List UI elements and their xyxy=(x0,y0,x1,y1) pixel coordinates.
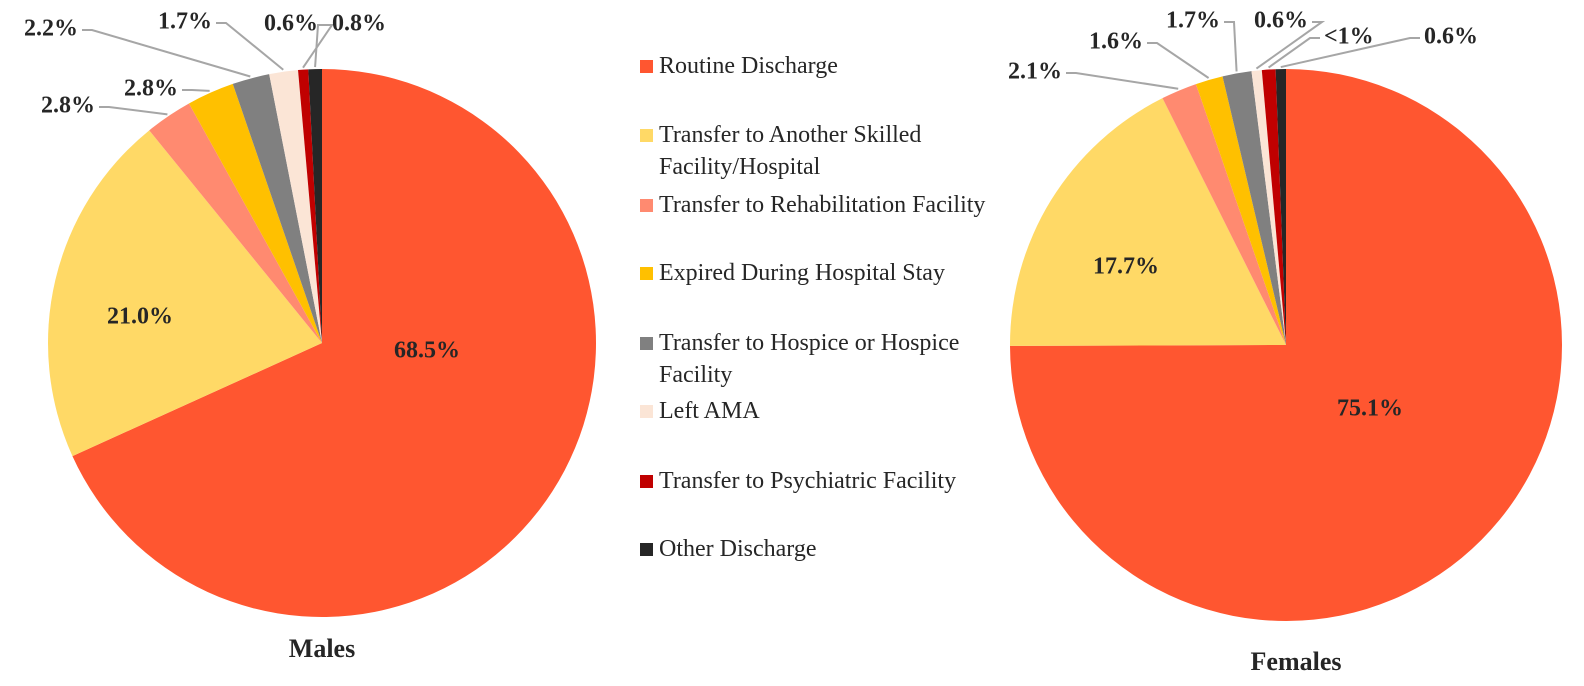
legend-label: Transfer to Another Skilled Facility/Hos… xyxy=(659,122,922,180)
legend-item: Transfer to Hospice or Hospice Facility xyxy=(640,327,1020,391)
chart-title: Females xyxy=(1251,647,1342,676)
legend-swatch xyxy=(640,543,653,556)
leader-line xyxy=(314,24,328,68)
leader-line xyxy=(182,89,210,92)
legend-label: Transfer to Psychiatric Facility xyxy=(659,468,957,494)
legend-label: Expired During Hospital Stay xyxy=(659,260,945,286)
data-label: 0.8% xyxy=(332,11,386,37)
leader-line xyxy=(1147,42,1210,79)
legend-item: Expired During Hospital Stay xyxy=(640,257,1020,289)
leader-line xyxy=(216,22,284,71)
legend-swatch xyxy=(640,199,653,212)
leader-line xyxy=(82,29,251,78)
legend-swatch xyxy=(640,129,653,142)
pie-slice xyxy=(72,69,597,618)
pie-slice xyxy=(149,103,322,344)
data-label: 1.7% xyxy=(158,9,212,35)
pie-slice xyxy=(298,69,322,343)
pie-slice xyxy=(47,130,322,457)
data-label: 0.6% xyxy=(1254,8,1308,34)
legend-label: Other Discharge xyxy=(659,536,817,562)
data-label: 68.5% xyxy=(394,338,460,364)
pie-slice xyxy=(269,70,322,344)
data-label: 17.7% xyxy=(1093,254,1159,280)
data-label: 2.8% xyxy=(124,76,178,102)
legend-item: Left AMA xyxy=(640,395,1020,427)
data-label: 75.1% xyxy=(1337,396,1403,422)
chart-title: Males xyxy=(289,634,355,663)
pie-slice xyxy=(1010,69,1562,621)
legend-label: Transfer to Rehabilitation Facility xyxy=(659,192,986,218)
legend-label: Routine Discharge xyxy=(659,53,838,79)
pie-slice xyxy=(1162,84,1286,346)
data-label: 0.6% xyxy=(1424,24,1478,50)
legend-item: Transfer to Psychiatric Facility xyxy=(640,465,1020,497)
pie-slice xyxy=(1251,70,1286,346)
data-label: 21.0% xyxy=(107,304,173,330)
pie-slice xyxy=(308,69,322,343)
data-label: 2.8% xyxy=(41,93,95,119)
legend-label: Left AMA xyxy=(659,398,760,424)
data-label: 2.2% xyxy=(24,16,78,42)
legend-item: Transfer to Rehabilitation Facility xyxy=(640,189,1020,221)
legend-item: Routine Discharge xyxy=(640,50,1020,82)
legend-swatch xyxy=(640,267,653,280)
pie-slice xyxy=(1195,76,1286,346)
pie-slice xyxy=(1261,69,1286,346)
leader-line xyxy=(1066,72,1179,90)
data-label: <1% xyxy=(1324,24,1374,50)
pie-slice xyxy=(1010,98,1286,346)
legend-swatch xyxy=(640,60,653,73)
data-label: 0.6% xyxy=(264,11,318,37)
legend-label: Transfer to Hospice or Hospice Facility xyxy=(659,330,960,388)
pie-slice xyxy=(232,74,322,343)
pie-slice xyxy=(188,83,322,343)
leader-line xyxy=(1280,37,1420,69)
data-label: 1.6% xyxy=(1089,29,1143,55)
legend-item: Other Discharge xyxy=(640,533,1020,565)
legend-item: Transfer to Another Skilled Facility/Hos… xyxy=(640,119,1020,183)
legend-swatch xyxy=(640,405,653,418)
pie-slice xyxy=(1222,71,1286,346)
legend-swatch xyxy=(640,337,653,350)
data-label: 1.7% xyxy=(1166,8,1220,34)
leader-line xyxy=(1267,37,1320,69)
legend-swatch xyxy=(640,475,653,488)
data-label: 2.1% xyxy=(1008,59,1062,85)
leader-line xyxy=(1224,21,1238,72)
pie-slice xyxy=(1275,69,1286,345)
leader-line xyxy=(1255,21,1326,70)
leader-line xyxy=(99,106,168,116)
